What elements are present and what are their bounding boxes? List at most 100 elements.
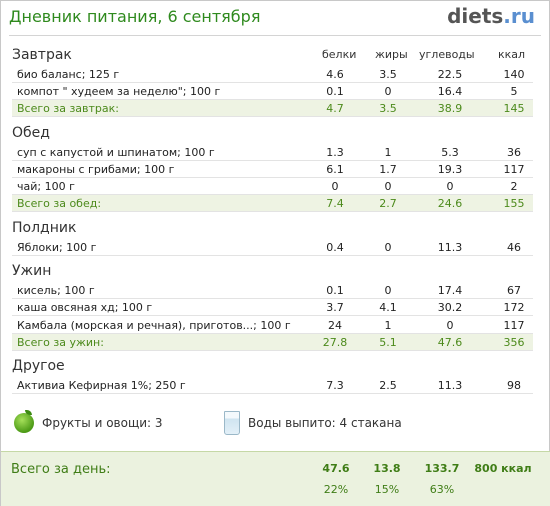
carbs-value: 24.6 (437, 197, 463, 210)
fat-value: 5.1 (379, 336, 397, 349)
carbs-value: 0 (446, 180, 454, 193)
water-glass-icon (224, 411, 240, 435)
kcal-value: 155 (503, 197, 525, 210)
protein-value: 7.3 (326, 379, 344, 392)
fat-value: 2.7 (379, 197, 397, 210)
fat-value: 1.7 (379, 163, 397, 176)
logo-tld: .ru (503, 4, 535, 28)
apple-icon (14, 410, 34, 433)
total-label: Всего за обед: (17, 197, 102, 210)
protein-value: 4.7 (326, 102, 344, 115)
carbs-value: 22.5 (437, 68, 463, 81)
fat-value: 3.5 (379, 102, 397, 115)
col-fat: жиры (375, 48, 408, 61)
fat-value: 0 (384, 241, 392, 254)
kcal-value: 145 (503, 102, 525, 115)
food-name: Активиа Кефирная 1%; 250 г (17, 379, 186, 392)
protein-value: 4.6 (326, 68, 344, 81)
protein-value: 27.8 (322, 336, 348, 349)
fat-value: 0 (384, 180, 392, 193)
fat-value: 3.5 (379, 68, 397, 81)
day-total-label: Всего за день: (11, 462, 111, 477)
section-lunch-title: Обед (12, 125, 50, 141)
header-divider (9, 35, 541, 36)
fat-value: 2.5 (379, 379, 397, 392)
food-name: компот " худеем за неделю"; 100 г (17, 85, 221, 98)
day-fat: 13.8 (373, 462, 401, 475)
kcal-value: 356 (503, 336, 525, 349)
day-protein-pct: 22% (323, 483, 349, 496)
food-row[interactable]: чай; 100 г 0 0 0 2 (12, 178, 533, 195)
food-row[interactable]: био баланс; 125 г 4.6 3.5 22.5 140 (12, 66, 533, 83)
day-carbs-pct: 63% (429, 483, 455, 496)
food-row[interactable]: компот " худеем за неделю"; 100 г 0.1 0 … (12, 83, 533, 100)
protein-value: 0.1 (326, 85, 344, 98)
kcal-value: 46 (507, 241, 521, 254)
total-label: Всего за ужин: (17, 336, 104, 349)
lunch-total-row: Всего за обед: 7.4 2.7 24.6 155 (12, 195, 533, 212)
food-row[interactable]: каша овсяная хд; 100 г 3.7 4.1 30.2 172 (12, 299, 533, 316)
section-breakfast-title: Завтрак (12, 47, 72, 63)
protein-value: 1.3 (326, 146, 344, 159)
carbs-value: 16.4 (437, 85, 463, 98)
day-protein: 47.6 (322, 462, 350, 475)
food-row[interactable]: кисель; 100 г 0.1 0 17.4 67 (12, 282, 533, 299)
total-label: Всего за завтрак: (17, 102, 120, 115)
food-row[interactable]: Камбала (морская и речная), приготов...;… (12, 317, 533, 334)
dinner-total-row: Всего за ужин: 27.8 5.1 47.6 356 (12, 334, 533, 351)
protein-value: 3.7 (326, 301, 344, 314)
kcal-value: 2 (510, 180, 518, 193)
carbs-value: 17.4 (437, 284, 463, 297)
day-fat-pct: 15% (374, 483, 400, 496)
kcal-value: 36 (507, 146, 521, 159)
food-name: Камбала (морская и речная), приготов...;… (17, 319, 291, 332)
food-name: каша овсяная хд; 100 г (17, 301, 153, 314)
kcal-value: 117 (503, 319, 525, 332)
protein-value: 7.4 (326, 197, 344, 210)
section-snack-title: Полдник (12, 220, 77, 236)
kcal-value: 5 (510, 85, 518, 98)
day-kcal: 800 ккал (474, 462, 532, 475)
food-name: суп с капустой и шпинатом; 100 г (17, 146, 215, 159)
food-name: чай; 100 г (17, 180, 75, 193)
fat-value: 1 (384, 146, 392, 159)
water-count: Воды выпито: 4 стакана (248, 416, 402, 430)
food-name: макароны с грибами; 100 г (17, 163, 175, 176)
section-dinner-title: Ужин (12, 263, 52, 279)
breakfast-total-row: Всего за завтрак: 4.7 3.5 38.9 145 (12, 100, 533, 117)
extras-bar: Фрукты и овощи: 3 Воды выпито: 4 стакана (12, 410, 533, 437)
site-logo[interactable]: diets.ru (447, 4, 535, 28)
col-kcal: ккал (498, 48, 526, 61)
protein-value: 6.1 (326, 163, 344, 176)
col-protein: белки (322, 48, 357, 61)
carbs-value: 0 (446, 319, 454, 332)
fruits-count: Фрукты и овощи: 3 (42, 416, 163, 430)
protein-value: 0.4 (326, 241, 344, 254)
carbs-value: 5.3 (441, 146, 459, 159)
food-row[interactable]: суп с капустой и шпинатом; 100 г 1.3 1 5… (12, 144, 533, 161)
food-row[interactable]: макароны с грибами; 100 г 6.1 1.7 19.3 1… (12, 161, 533, 178)
kcal-value: 140 (503, 68, 525, 81)
kcal-value: 98 (507, 379, 521, 392)
carbs-value: 38.9 (437, 102, 463, 115)
protein-value: 0 (331, 180, 339, 193)
fat-value: 4.1 (379, 301, 397, 314)
kcal-value: 117 (503, 163, 525, 176)
carbs-value: 11.3 (437, 241, 463, 254)
carbs-value: 30.2 (437, 301, 463, 314)
col-carbs: углеводы (419, 48, 475, 61)
food-row[interactable]: Активиа Кефирная 1%; 250 г 7.3 2.5 11.3 … (12, 377, 533, 394)
protein-value: 24 (328, 319, 342, 332)
carbs-value: 11.3 (437, 379, 463, 392)
protein-value: 0.1 (326, 284, 344, 297)
kcal-value: 172 (503, 301, 525, 314)
carbs-value: 47.6 (437, 336, 463, 349)
fat-value: 0 (384, 85, 392, 98)
carbs-value: 19.3 (437, 163, 463, 176)
section-other-title: Другое (12, 358, 65, 374)
food-name: био баланс; 125 г (17, 68, 120, 81)
page-title: Дневник питания, 6 сентября (9, 7, 261, 26)
food-row[interactable]: Яблоки; 100 г 0.4 0 11.3 46 (12, 239, 533, 256)
fat-value: 0 (384, 284, 392, 297)
